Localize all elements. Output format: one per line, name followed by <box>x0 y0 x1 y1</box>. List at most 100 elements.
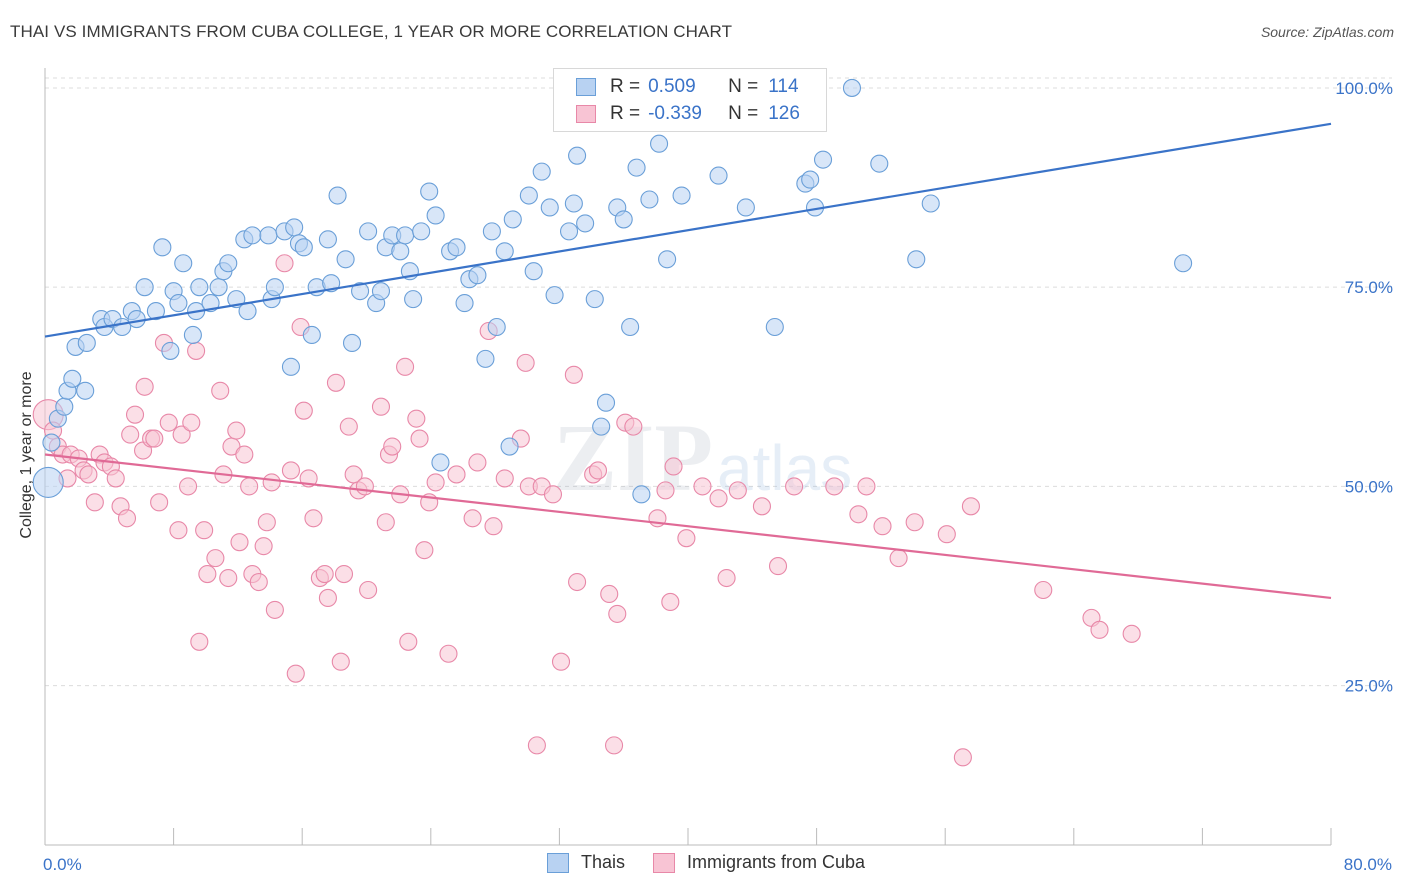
thai-point <box>592 417 611 436</box>
thai-point <box>559 222 579 241</box>
cuba-point <box>275 254 294 273</box>
cuba-point <box>605 736 624 755</box>
cuba-point <box>211 381 230 400</box>
thai-point <box>153 238 172 257</box>
thai-point <box>336 250 355 269</box>
thai-point <box>765 317 784 337</box>
legend-r-label: R = <box>610 76 641 97</box>
thai-point <box>564 194 583 213</box>
thai-point <box>532 162 551 181</box>
cuba-point <box>468 453 487 472</box>
cuba-point <box>857 477 876 496</box>
cuba-point <box>117 509 137 528</box>
thai-point <box>219 254 238 273</box>
cuba-point <box>355 477 374 496</box>
thai-point <box>447 238 466 257</box>
legend-r-value-thais: 0.509 <box>648 76 696 97</box>
cuba-point <box>849 505 868 524</box>
cuba-point <box>728 481 747 500</box>
legend-swatch-cuba <box>576 105 596 123</box>
thai-point <box>813 150 833 169</box>
cuba-point <box>426 473 445 492</box>
cuba-point <box>937 525 956 544</box>
cuba-point <box>249 572 268 592</box>
cuba-point <box>463 509 482 528</box>
thai-point <box>396 226 415 245</box>
cuba-point <box>399 632 418 651</box>
thai-point <box>55 397 74 416</box>
cuba-point <box>415 541 434 560</box>
thai-point <box>1174 254 1193 273</box>
thai-point <box>243 226 262 245</box>
legend-n-label: N = <box>728 76 759 97</box>
thai-point <box>627 158 646 177</box>
thai-point <box>455 294 474 313</box>
thai-point <box>174 254 193 273</box>
stats-legend: R = 0.509 N = 114 R = -0.339 N = 126 <box>553 68 827 132</box>
cuba-point <box>407 409 426 428</box>
x-tick-label: 0.0% <box>43 855 82 874</box>
legend-n-label: N = <box>728 103 759 124</box>
thai-point <box>265 278 284 297</box>
thai-point <box>519 186 538 205</box>
cuba-point <box>235 445 254 464</box>
cuba-point <box>182 413 201 432</box>
cuba-point <box>717 568 736 588</box>
legend-r-label: R = <box>610 103 641 124</box>
thai-point <box>650 134 669 153</box>
cuba-point <box>664 457 683 476</box>
thai-point <box>42 433 61 452</box>
cuba-point <box>359 580 378 600</box>
thai-point <box>201 294 220 313</box>
thai-point <box>328 186 347 205</box>
thai-point <box>672 186 691 205</box>
thai-point <box>614 210 633 229</box>
cuba-point <box>551 652 571 671</box>
thai-point <box>585 290 604 309</box>
thai-point <box>412 222 431 241</box>
thai-point <box>503 210 522 229</box>
cuba-point <box>752 497 771 516</box>
thai-point <box>907 250 926 269</box>
legend-n-value-thais: 114 <box>768 76 799 97</box>
y-tick-label: 25.0% <box>1345 677 1393 696</box>
thai-point <box>281 357 300 376</box>
thai-point <box>545 286 564 305</box>
cuba-point <box>315 565 334 584</box>
cuba-point <box>608 604 627 623</box>
cuba-point <box>190 632 209 651</box>
trend-line-cuba <box>44 453 1332 600</box>
legend-row-thais: R = 0.509 N = 114 <box>576 74 799 100</box>
axes <box>44 68 1332 846</box>
cuba-point <box>376 513 395 532</box>
thai-point <box>351 282 370 301</box>
thai-point <box>870 154 889 173</box>
cuba-point <box>179 477 198 496</box>
thai-point <box>285 218 304 237</box>
y-axis-label: College, 1 year or more <box>18 371 35 539</box>
thai-point <box>500 437 519 456</box>
thai-point <box>32 466 64 498</box>
thai-point <box>371 282 391 301</box>
cuba-point <box>294 401 313 420</box>
source-label: Source: ZipAtlas.com <box>1260 24 1394 40</box>
thai-point <box>127 309 146 329</box>
cuba-point <box>195 521 214 540</box>
cuba-point <box>304 509 323 528</box>
series-legend-swatch-thais <box>547 852 569 873</box>
cuba-point <box>135 377 154 396</box>
cuba-point <box>661 592 680 611</box>
thai-point <box>209 278 228 297</box>
thai-point <box>921 194 940 213</box>
cuba-point <box>1034 580 1053 600</box>
cuba-point <box>187 341 206 360</box>
cuba-point <box>227 421 246 440</box>
thai-point <box>183 325 202 345</box>
cuba-point <box>150 493 169 512</box>
thai-point <box>640 190 659 209</box>
legend-swatch-thais <box>576 78 596 96</box>
cuba-point <box>262 473 281 492</box>
y-tick-label: 100.0% <box>1335 79 1393 98</box>
cuba-point <box>286 664 305 683</box>
